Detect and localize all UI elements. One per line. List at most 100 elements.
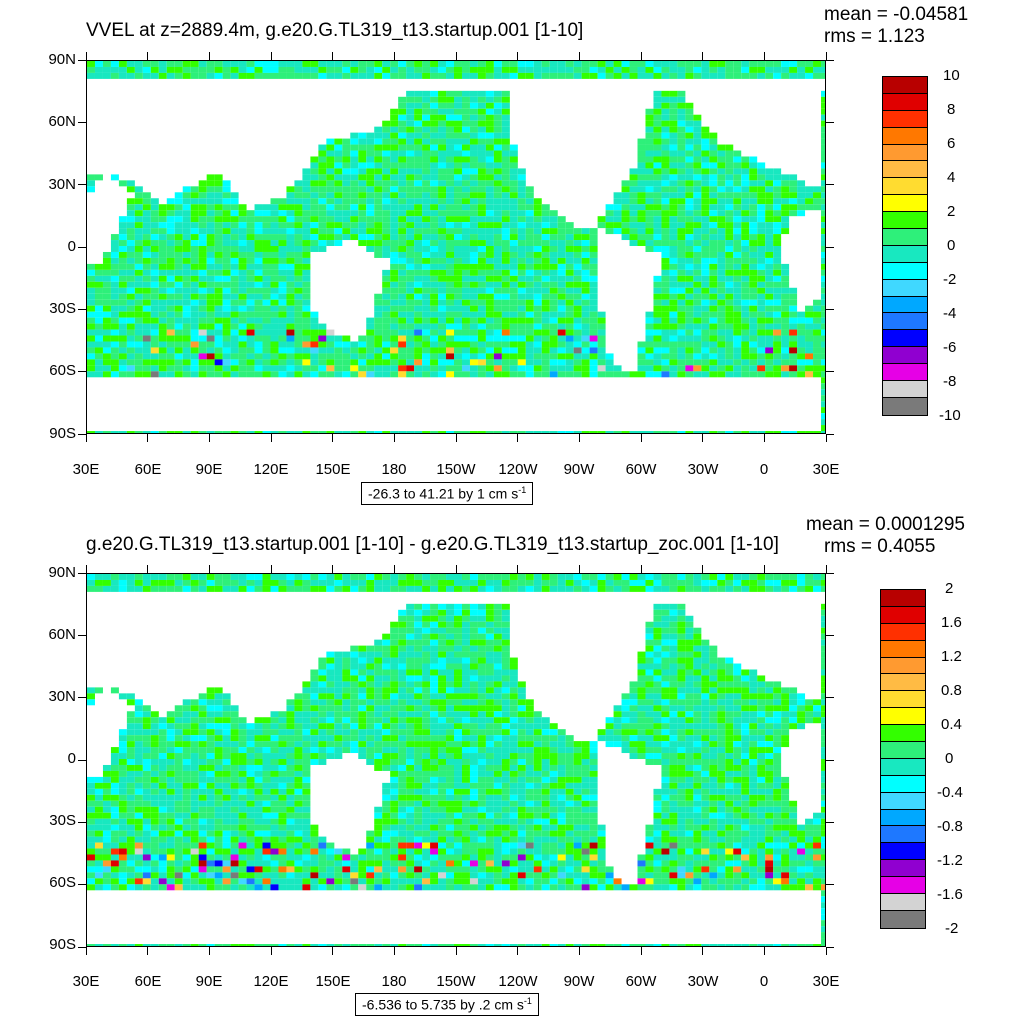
field-cell [438,186,447,193]
field-cell [541,717,550,724]
field-cell [190,311,199,318]
field-cell [765,287,774,294]
field-cell [166,329,175,336]
field-cell [358,675,367,682]
field-cell [765,174,774,181]
field-cell [821,413,825,420]
field-cell [485,371,494,378]
field-cell [334,711,343,718]
field-cell [653,687,662,694]
field-cell [493,108,502,115]
field-cell [741,222,750,229]
field-cell [286,353,295,360]
field-cell [741,72,750,79]
field-cell [725,711,734,718]
field-cell [493,705,502,712]
field-cell [693,210,702,217]
field-cell [206,204,215,211]
field-cell [174,729,183,736]
field-cell [469,633,478,640]
field-cell [749,246,758,252]
field-cell [270,251,279,258]
field-cell [701,126,710,133]
field-cell [254,323,263,330]
field-cell [142,711,151,718]
field-cell [533,347,542,354]
field-cell [310,717,319,724]
field-cell [230,305,239,312]
field-cell [669,323,678,330]
field-cell [254,371,263,378]
field-cell [182,299,191,306]
field-cell [334,174,343,181]
field-cell [398,132,407,139]
field-cell [198,579,207,586]
field-cell [278,204,287,211]
field-cell [318,174,327,181]
field-cell [430,359,439,366]
field-cell [469,663,478,670]
field-cell [318,156,327,163]
field-cell [326,579,335,586]
field-cell [765,299,774,306]
field-cell [430,675,439,682]
field-cell [733,365,742,372]
field-cell [757,275,766,282]
field-cell [781,311,790,318]
field-cell [406,275,415,282]
field-cell [390,228,399,235]
field-cell [358,228,367,235]
field-cell [422,293,431,300]
field-cell [150,281,159,288]
field-cell [493,585,502,592]
x-tick-mark [332,434,334,442]
field-cell [493,711,502,718]
field-cell [358,198,367,205]
field-cell [477,132,486,139]
field-cell [150,431,159,433]
field-cell [326,687,335,694]
field-cell [302,174,311,181]
field-cell [270,275,279,282]
field-cell [414,579,423,586]
field-cell [214,699,223,706]
field-cell [589,228,598,235]
field-cell [613,711,622,718]
field-cell [805,359,814,366]
field-cell [477,633,486,640]
field-cell [645,144,654,151]
field-cell [765,323,774,330]
field-cell [174,263,183,270]
field-cell [310,365,319,372]
field-cell [477,627,486,634]
field-cell [733,317,742,324]
field-cell [517,240,526,247]
field-cell [214,192,223,199]
field-cell [102,61,111,67]
field-cell [773,299,782,306]
field-cell [390,168,399,175]
field-cell [374,66,383,73]
field-cell [374,240,383,247]
field-cell [773,585,782,592]
field-cell [589,431,598,433]
field-cell [725,699,734,706]
field-cell [166,341,175,348]
field-cell [677,705,686,712]
field-cell [254,359,263,366]
field-cell [270,204,279,211]
field-cell [286,365,295,372]
field-cell [326,180,335,187]
field-cell [645,741,654,748]
field-cell [126,359,135,366]
field-cell [821,138,825,145]
field-cell [717,246,726,252]
field-cell [565,234,574,241]
field-cell [469,585,478,592]
field-cell [270,198,279,205]
field-cell [773,240,782,247]
field-cell [525,341,534,348]
field-cell [318,341,327,348]
field-cell [406,579,415,586]
field-cell [637,663,646,670]
